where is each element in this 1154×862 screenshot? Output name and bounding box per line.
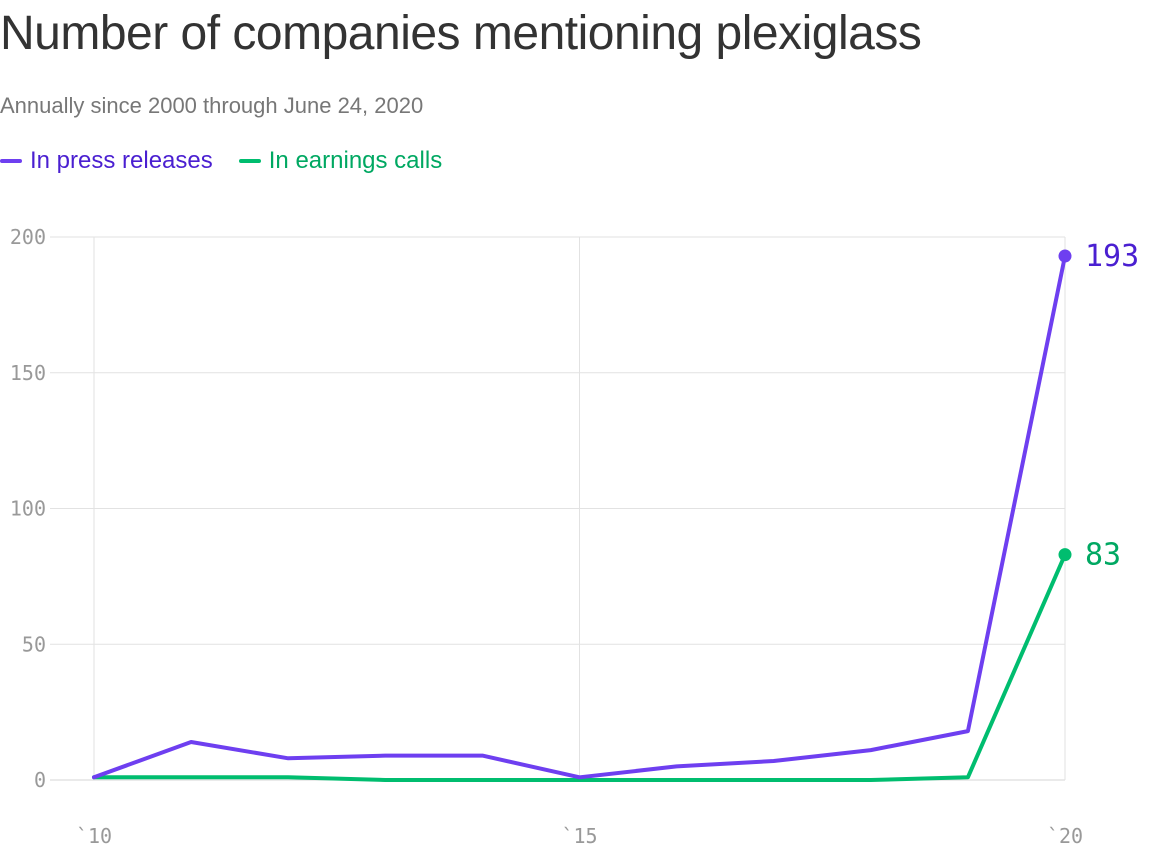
chart-legend: In press releases In earnings calls [0, 147, 442, 175]
legend-item-earnings-calls: In earnings calls [238, 147, 443, 175]
end-point-press-releases [1058, 249, 1072, 263]
chart-title: Number of companies mentioning plexiglas… [0, 7, 922, 60]
legend-swatch-press-releases [0, 159, 22, 163]
y-tick-label: 200 [10, 225, 46, 249]
legend-item-press-releases: In press releases [0, 147, 213, 175]
series-line-earnings-calls [92, 552, 1067, 782]
data-label-press-releases: 193 [1085, 239, 1139, 274]
data-label-earnings-calls: 83 [1085, 538, 1121, 573]
y-tick-label: 50 [22, 632, 46, 656]
x-tick-label: `10 [76, 824, 112, 848]
chart-subtitle: Annually since 2000 through June 24, 202… [0, 93, 424, 118]
x-tick-label: `20 [1047, 824, 1083, 848]
x-tick-label: `15 [561, 824, 597, 848]
legend-label-press-releases: In press releases [30, 147, 213, 174]
y-tick-label: 150 [10, 361, 46, 385]
end-point-earnings-calls [1058, 548, 1072, 562]
legend-swatch-earnings-calls [238, 159, 261, 163]
y-tick-label: 100 [10, 497, 46, 521]
series-line-press-releases [92, 254, 1067, 780]
legend-label-earnings-calls: In earnings calls [268, 147, 443, 174]
y-tick-label: 0 [34, 768, 46, 792]
